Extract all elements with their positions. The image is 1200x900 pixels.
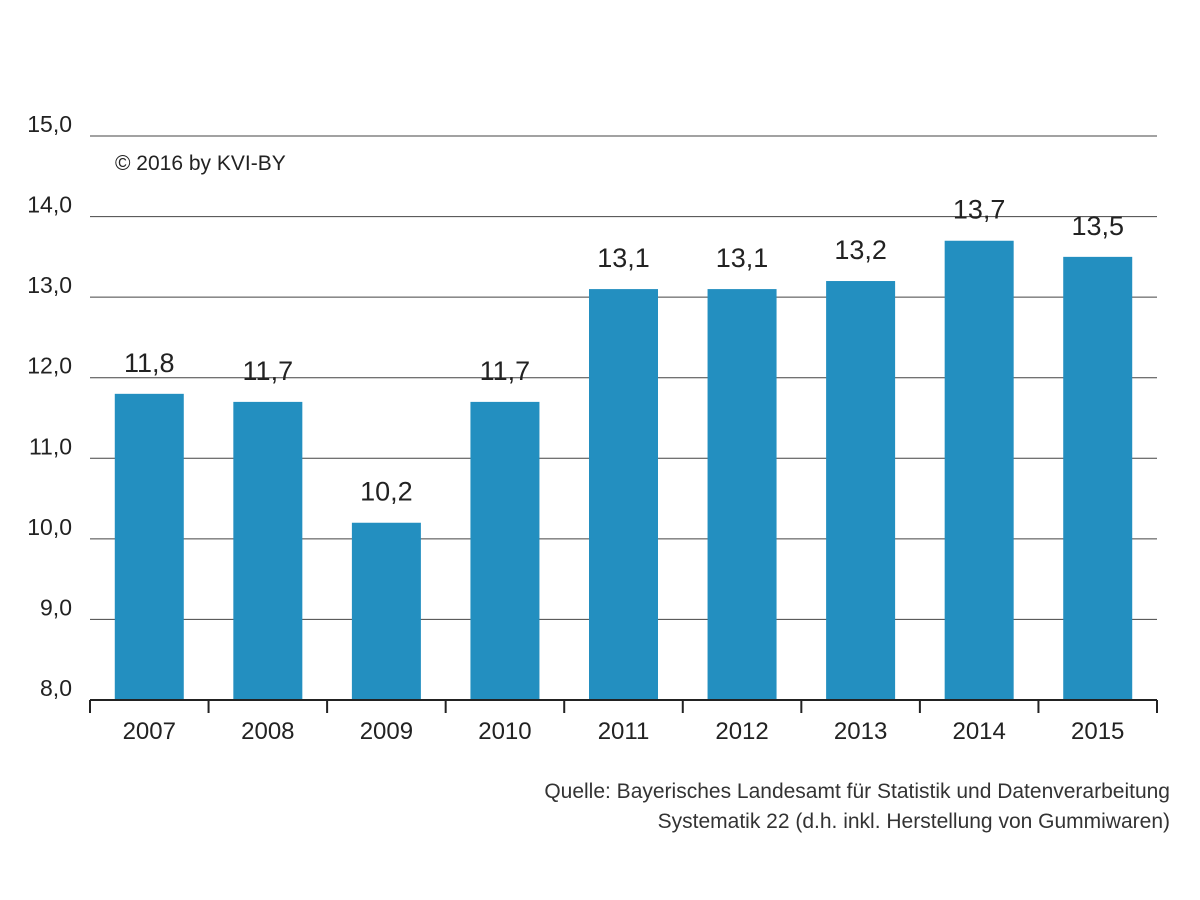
y-tick-label: 15,0 — [27, 111, 72, 137]
x-tick-label: 2015 — [1071, 718, 1124, 745]
x-tick-label: 2007 — [123, 718, 176, 745]
x-tick-label: 2009 — [360, 718, 413, 745]
y-tick-label: 9,0 — [40, 594, 72, 620]
x-tick-label: 2011 — [598, 718, 650, 745]
bar — [944, 240, 1014, 700]
bar-value-label: 13,5 — [1071, 211, 1124, 241]
bar-value-label: 13,2 — [834, 235, 887, 265]
y-tick-label: 11,0 — [29, 433, 72, 459]
bar-value-label: 13,1 — [597, 243, 650, 273]
source-line-2: Systematik 22 (d.h. inkl. Herstellung vo… — [657, 810, 1170, 833]
x-tick-label: 2010 — [478, 718, 531, 745]
source-note: Quelle: Bayerisches Landesamt für Statis… — [544, 777, 1170, 837]
source-line-1: Quelle: Bayerisches Landesamt für Statis… — [544, 780, 1170, 803]
x-tick-label: 2012 — [715, 718, 768, 745]
bar-value-label: 13,7 — [953, 195, 1006, 225]
bar — [1063, 256, 1133, 700]
bar-value-label: 11,7 — [243, 356, 294, 386]
y-tick-label: 10,0 — [27, 514, 72, 540]
copyright-credit: © 2016 by KVI-BY — [115, 152, 286, 175]
bar — [233, 401, 303, 700]
x-tick-label: 2008 — [241, 718, 294, 745]
bar-value-label: 11,8 — [124, 348, 175, 378]
bar — [114, 393, 184, 700]
y-tick-label: 8,0 — [40, 675, 72, 701]
bar — [470, 401, 540, 700]
bar — [826, 281, 896, 700]
y-tick-label: 12,0 — [27, 353, 72, 379]
bar-value-label: 13,1 — [716, 243, 769, 273]
bar-value-label: 10,2 — [360, 477, 413, 507]
y-tick-label: 13,0 — [27, 272, 72, 298]
x-tick-label: 2013 — [834, 718, 887, 745]
bar — [707, 289, 777, 700]
bar — [351, 522, 421, 700]
bar — [589, 289, 658, 700]
y-tick-label: 14,0 — [27, 192, 72, 218]
x-tick-label: 2014 — [952, 718, 1005, 745]
bar-value-label: 11,7 — [480, 356, 531, 386]
